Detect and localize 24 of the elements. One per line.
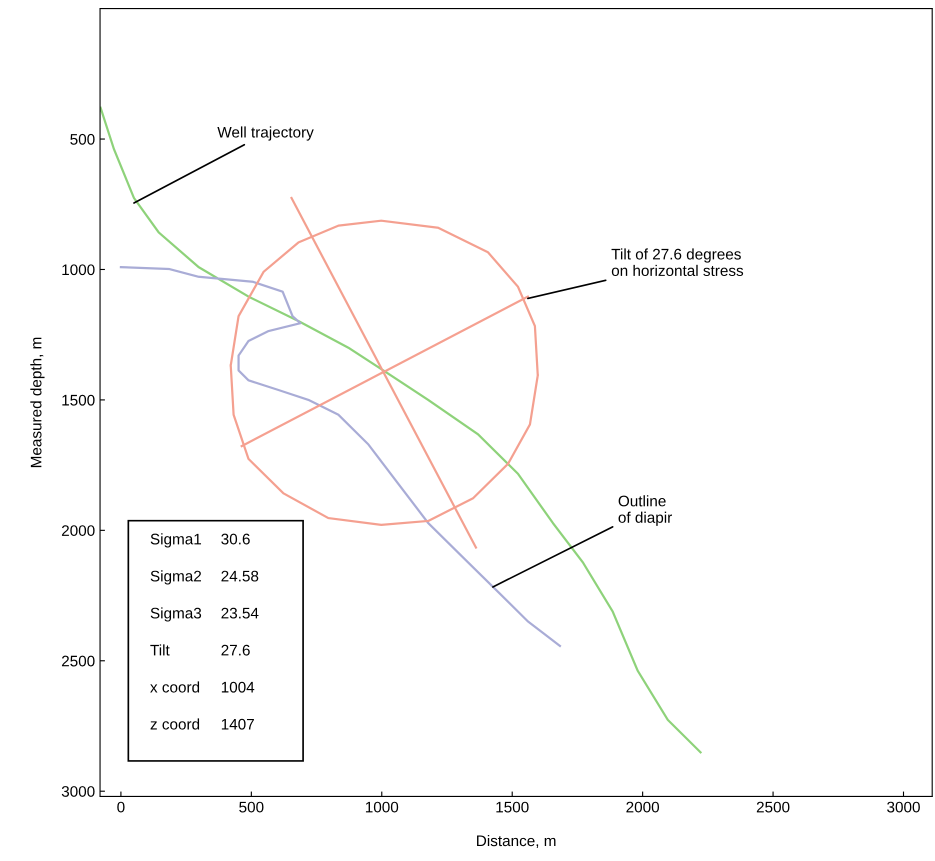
- x-tick-label: 500: [239, 802, 264, 813]
- annotation: Well trajectory: [217, 126, 314, 141]
- text: z coord 1407: [150, 718, 254, 730]
- text: x coord 1004: [150, 681, 254, 693]
- x-tick-label: 0: [117, 802, 125, 813]
- x-tick-label: 3000: [887, 802, 920, 813]
- x-tick-label: 1000: [366, 802, 398, 813]
- x-axis-title: Distance, m: [477, 834, 556, 848]
- y-tick-label: 2500: [62, 656, 95, 666]
- text: Sigma3 23.54: [150, 607, 258, 622]
- x-tick-label: 2500: [756, 802, 790, 813]
- y-tick-label: 1000: [62, 264, 95, 276]
- y-tick-label: 3000: [62, 786, 95, 797]
- x-tick-label: 1500: [496, 802, 529, 813]
- y-tick-label: 2000: [62, 525, 95, 536]
- text: Sigma2 24.58: [150, 570, 258, 585]
- text: Sigma1 30.6: [150, 533, 250, 548]
- y-tick-label: 1500: [62, 394, 95, 406]
- y-axis-title: Measured depth, m: [30, 338, 45, 468]
- x-tick-label: 2000: [626, 802, 660, 813]
- text: Tilt 27.6: [150, 644, 250, 656]
- y-tick-label: 500: [70, 134, 95, 145]
- annotation: Tilt of 27.6 degrees on horizontal stress: [612, 248, 744, 276]
- annotation: Outline of diapir: [618, 495, 672, 526]
